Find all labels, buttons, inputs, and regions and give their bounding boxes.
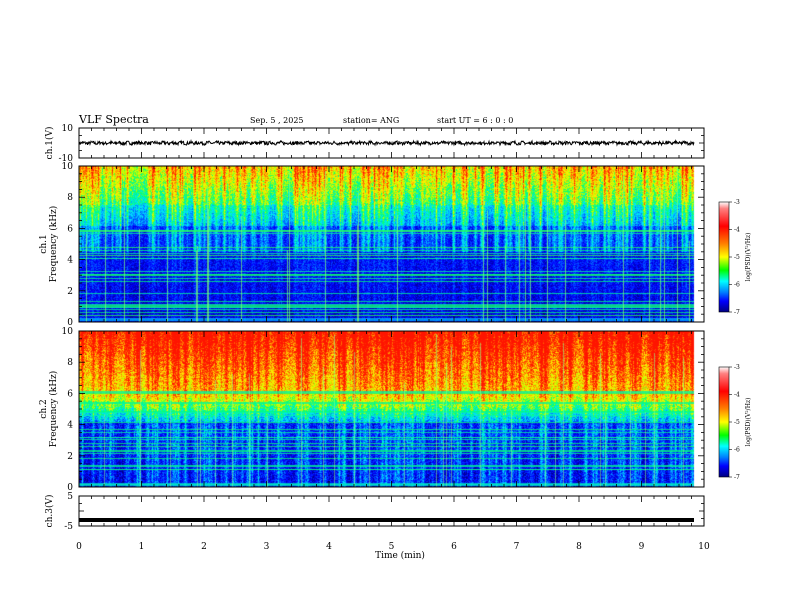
x-tick-label: 1 <box>139 542 145 552</box>
ch2-spectrogram-ylabel-bottom: Frequency (kHz) <box>48 371 59 448</box>
y-tick-label: 4 <box>67 256 73 266</box>
y-tick-label: 0 <box>67 318 73 328</box>
ch3-waveform-trace <box>79 518 694 522</box>
date-label: Sep. 5 , 2025 <box>250 116 304 125</box>
ch3-waveform-panel: 5 -5 ch.3(V) <box>44 492 705 532</box>
ch1-colorbar-gradient <box>719 202 729 312</box>
y-tick-label: 6 <box>67 389 73 399</box>
ch1-colorbar: -3 -4 -5 -6 -7 log(PSD)(V²/Hz) <box>718 199 752 316</box>
x-tick-label: 5 <box>389 542 395 552</box>
x-tick-label: 10 <box>698 542 710 552</box>
ch3-waveform-ylabel: ch.3(V) <box>44 495 55 528</box>
ch1-spectrogram-image <box>79 166 704 322</box>
ch1-spectrogram-ytick-labels: 0 2 4 6 8 10 <box>62 162 74 328</box>
ch1-waveform-trace <box>78 139 695 147</box>
y-tick-label: 10 <box>62 327 74 337</box>
ch2-spectrogram-ticks <box>78 330 705 488</box>
x-tick-label: 6 <box>451 542 457 552</box>
y-tick-label: 2 <box>67 452 73 462</box>
ch1-waveform-ylabel: ch.1(V) <box>44 127 55 160</box>
colorbar-tick-label: -7 <box>734 309 740 316</box>
x-tick-label: 9 <box>639 542 645 552</box>
colorbar-tick-label: -6 <box>734 282 740 289</box>
ch1-spectrogram-ticks <box>78 165 705 323</box>
ch2-spectrogram-image <box>79 331 704 487</box>
ch1-spectrogram-ylabel-top: ch.1 <box>39 234 49 253</box>
x-tick-label: 7 <box>514 542 520 552</box>
station-label: station= ANG <box>343 116 399 125</box>
x-axis-label: Time (min) <box>375 550 425 561</box>
y-tick-label: 8 <box>67 358 73 368</box>
ch2-spectrogram-panel: 0 2 4 6 8 10 ch.2 Frequency (kHz) <box>39 327 705 493</box>
colorbar-tick-label: -5 <box>734 419 740 426</box>
ch3-waveform-ticks <box>78 495 705 527</box>
ch1-ytick-top: 10 <box>62 124 74 134</box>
y-tick-label: 8 <box>67 193 73 203</box>
ch1-spectrogram-panel: 0 2 4 6 8 10 ch.1 Frequency (kHz) <box>39 162 705 328</box>
colorbar-tick-label: -4 <box>734 227 740 234</box>
ch1-colorbar-ticks: -3 -4 -5 -6 -7 <box>729 199 740 316</box>
x-tick-label: 0 <box>76 542 82 552</box>
colorbar-tick-label: -3 <box>734 364 740 371</box>
x-axis-tick-labels: 0 1 2 3 4 5 6 7 8 9 10 <box>76 542 710 552</box>
x-tick-label: 3 <box>264 542 270 552</box>
ch2-spectrogram-ytick-labels: 0 2 4 6 8 10 <box>62 327 74 493</box>
y-tick-label: 6 <box>67 224 73 234</box>
y-tick-label: 0 <box>67 483 73 493</box>
figure-title: VLF Spectra <box>78 113 149 126</box>
colorbar-tick-label: -3 <box>734 199 740 206</box>
colorbar-tick-label: -7 <box>734 474 740 481</box>
start-time-label: start UT = 6 : 0 : 0 <box>437 116 513 125</box>
x-tick-label: 2 <box>201 542 207 552</box>
ch3-ytick-bottom: -5 <box>64 522 73 532</box>
ch2-colorbar-label: log(PSD)(V²/Hz) <box>745 398 752 447</box>
ch2-spectrogram-ylabel-top: ch.2 <box>39 399 49 418</box>
x-tick-label: 4 <box>326 542 332 552</box>
ch2-colorbar: -3 -4 -5 -6 -7 log(PSD)(V²/Hz) <box>718 364 752 481</box>
x-tick-label: 8 <box>576 542 582 552</box>
ch1-ytick-bottom: -10 <box>59 154 74 164</box>
ch1-waveform-ticks <box>78 127 705 159</box>
ch2-colorbar-gradient <box>719 367 729 477</box>
colorbar-tick-label: -4 <box>734 392 740 399</box>
y-tick-label: 10 <box>62 162 74 172</box>
ch3-ytick-top: 5 <box>67 492 73 502</box>
ch1-waveform-panel: 10 -10 ch.1(V) <box>44 124 705 164</box>
ch2-colorbar-ticks: -3 -4 -5 -6 -7 <box>729 364 740 481</box>
ch1-colorbar-label: log(PSD)(V²/Hz) <box>745 233 752 282</box>
ch1-spectrogram-ylabel-bottom: Frequency (kHz) <box>48 206 59 283</box>
colorbar-tick-label: -5 <box>734 254 740 261</box>
colorbar-tick-label: -6 <box>734 447 740 454</box>
y-tick-label: 4 <box>67 421 73 431</box>
y-tick-label: 2 <box>67 287 73 297</box>
